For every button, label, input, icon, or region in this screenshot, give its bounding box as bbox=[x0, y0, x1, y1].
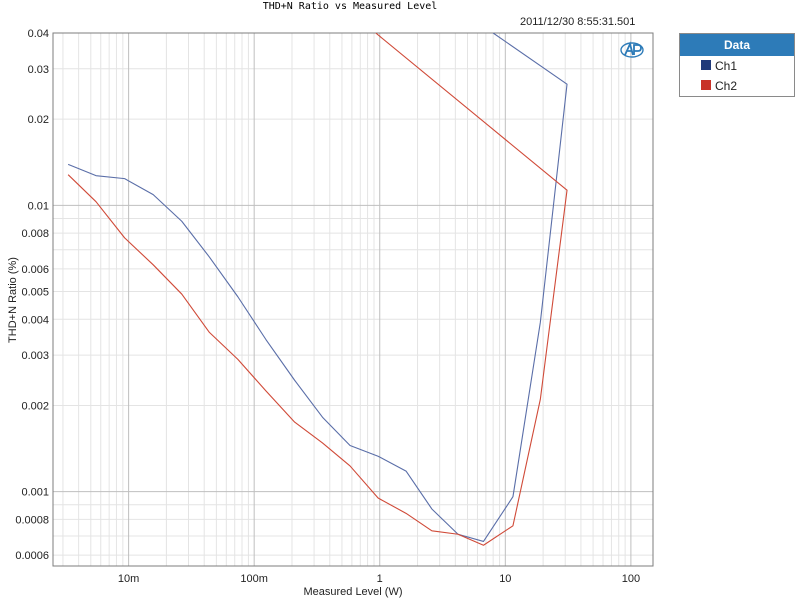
x-tick-label: 100m bbox=[240, 573, 268, 585]
timestamp: 2011/12/30 8:55:31.501 bbox=[520, 16, 636, 28]
series-line-ch1 bbox=[67, 33, 568, 543]
plot-border bbox=[52, 32, 654, 567]
y-tick-label: 0.04 bbox=[28, 28, 49, 40]
y-tick-label: 0.01 bbox=[28, 200, 49, 212]
series-layer bbox=[67, 33, 568, 546]
y-tick-label: 0.008 bbox=[21, 228, 49, 240]
y-tick-label: 0.03 bbox=[28, 64, 49, 76]
legend-swatch-ch2 bbox=[701, 80, 711, 90]
series-line-ch2 bbox=[67, 33, 568, 546]
legend-title: Data bbox=[680, 34, 794, 56]
y-tick-label: 0.005 bbox=[21, 287, 49, 299]
x-tick-label: 1 bbox=[377, 573, 383, 585]
legend-label-ch2: Ch2 bbox=[715, 79, 738, 93]
legend: Data Ch1 Ch2 bbox=[679, 33, 795, 97]
y-tick-label: 0.0006 bbox=[15, 550, 49, 562]
y-tick-label: 0.0008 bbox=[15, 514, 49, 526]
ap-logo-icon bbox=[620, 41, 644, 58]
y-tick-labels: 0.0006 0.0008 0.001 0.002 0.003 0.004 0.005 0.0… bbox=[15, 28, 49, 562]
grid-major bbox=[53, 33, 653, 566]
y-tick-label: 0.003 bbox=[21, 350, 49, 362]
legend-item-ch2[interactable]: Ch2 bbox=[680, 76, 794, 96]
y-tick-label: 0.02 bbox=[28, 114, 49, 126]
y-tick-label: 0.002 bbox=[21, 400, 49, 412]
x-tick-label: 10 bbox=[499, 573, 511, 585]
y-tick-label: 0.001 bbox=[21, 487, 49, 499]
y-tick-label: 0.006 bbox=[21, 264, 49, 276]
x-tick-labels: 10m 100m 1 10 100 bbox=[118, 573, 640, 585]
chart-title: THD+N Ratio vs Measured Level bbox=[262, 1, 438, 12]
legend-item-ch1[interactable]: Ch1 bbox=[680, 56, 794, 76]
y-tick-label: 0.004 bbox=[21, 314, 49, 326]
legend-label-ch1: Ch1 bbox=[715, 59, 738, 73]
grid-minor bbox=[53, 32, 653, 566]
x-tick-label: 10m bbox=[118, 573, 139, 585]
x-axis-label: Measured Level (W) bbox=[303, 586, 402, 598]
y-axis-label: THD+N Ratio (%) bbox=[7, 257, 19, 343]
legend-swatch-ch1 bbox=[701, 60, 711, 70]
x-tick-label: 100 bbox=[622, 573, 640, 585]
